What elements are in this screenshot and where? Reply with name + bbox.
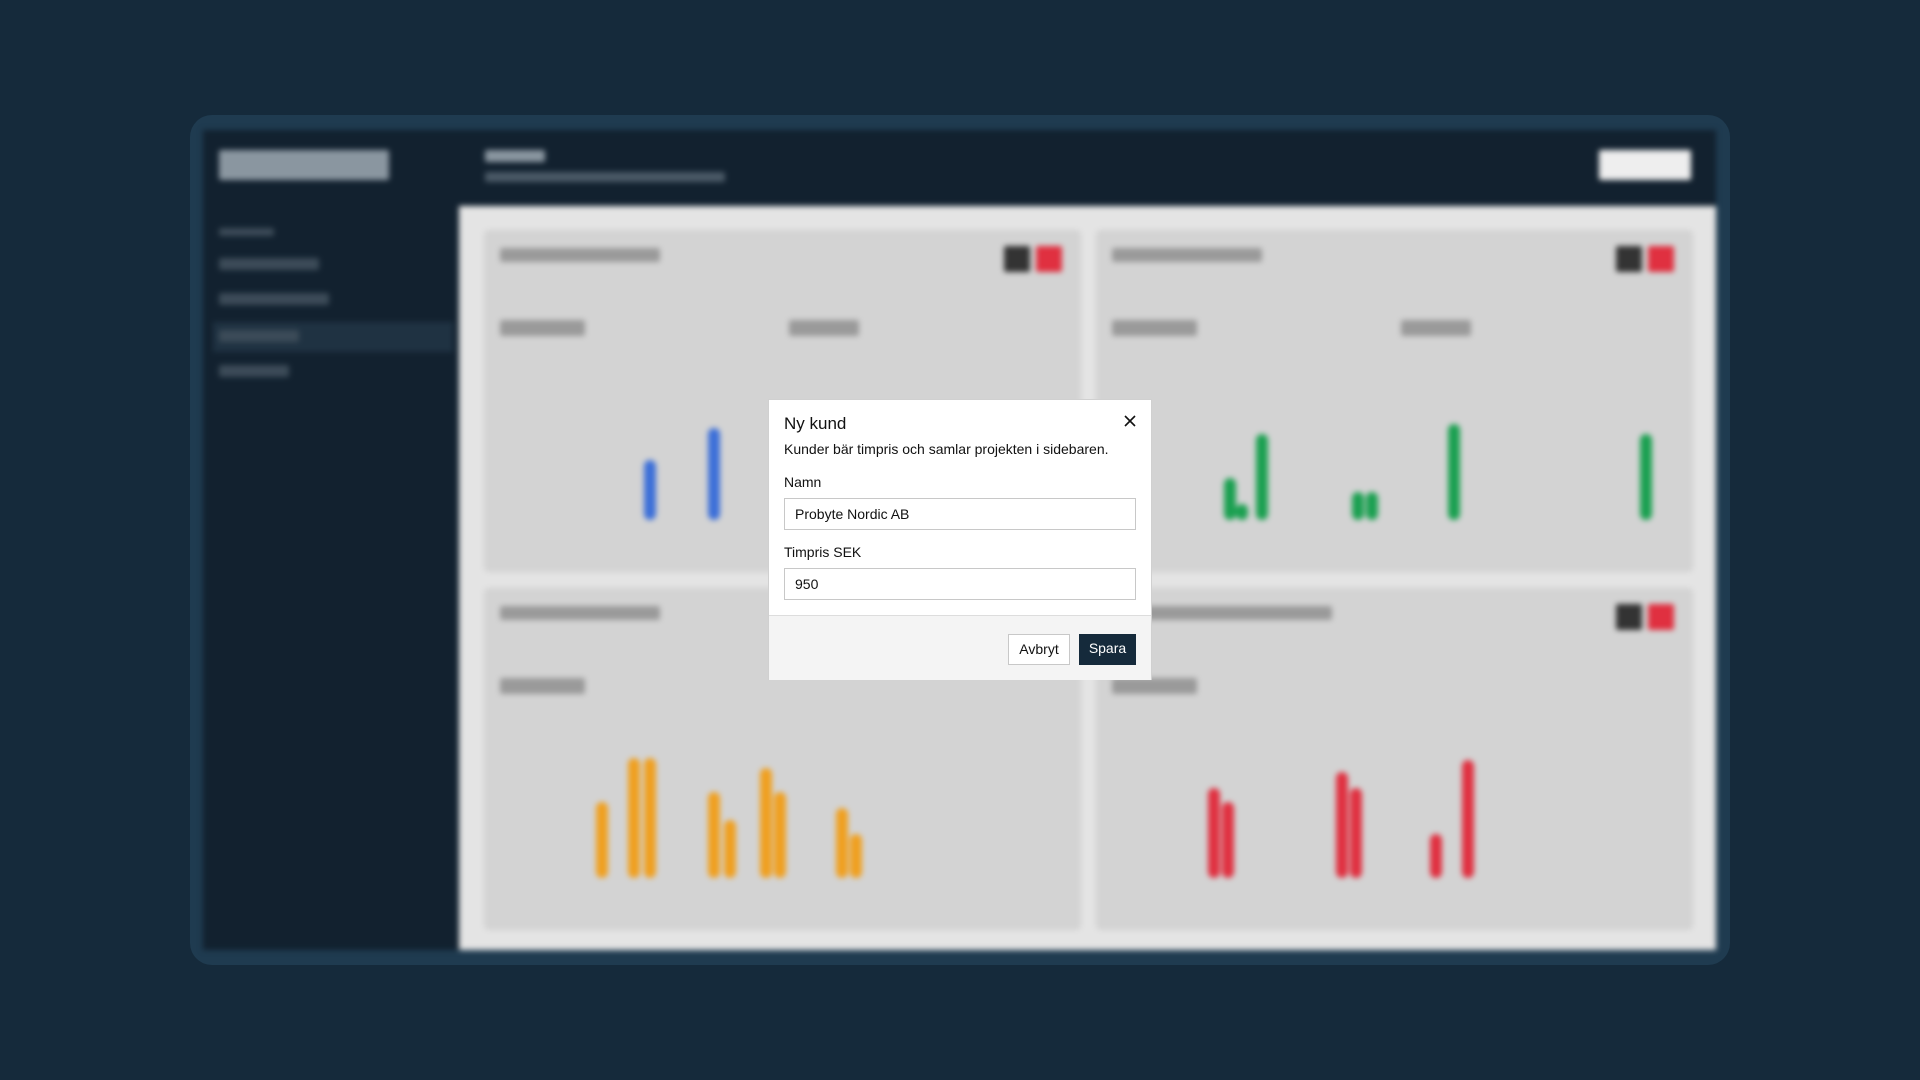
blurred-bar — [644, 460, 656, 520]
blurred-block — [1599, 150, 1691, 180]
blurred-block — [1648, 604, 1674, 630]
blurred-bar — [1448, 424, 1460, 520]
modal-dialog: Ny kund Kunder bär timpris och samlar pr… — [768, 399, 1152, 680]
blurred-bar — [1462, 760, 1474, 878]
blurred-block — [219, 150, 389, 180]
modal-description: Kunder bär timpris och samlar projekten … — [784, 441, 1109, 457]
blurred-block — [1401, 320, 1471, 336]
modal-footer: Avbryt Spara — [769, 615, 1151, 680]
blurred-bar — [1352, 492, 1364, 520]
blurred-bar — [836, 808, 848, 878]
sidebar — [203, 130, 459, 950]
blurred-block — [500, 678, 585, 694]
blurred-block — [219, 365, 289, 377]
blurred-bar — [1224, 478, 1236, 520]
blurred-block — [500, 320, 585, 336]
text-input[interactable]: Probyte Nordic AB — [784, 498, 1136, 530]
blurred-bar — [1336, 772, 1348, 878]
blurred-block — [1096, 230, 1693, 572]
blurred-bar — [1256, 434, 1268, 520]
blurred-bar — [850, 834, 862, 878]
blurred-block — [1616, 604, 1642, 630]
blurred-block — [219, 228, 274, 236]
blurred-block — [1648, 246, 1674, 272]
modal-title: Ny kund — [784, 414, 847, 433]
blurred-bar — [1208, 788, 1220, 878]
blurred-bar — [760, 768, 772, 878]
blurred-bar — [708, 428, 720, 520]
blurred-block — [1616, 246, 1642, 272]
blurred-block — [789, 320, 859, 336]
blurred-block — [1004, 246, 1030, 272]
blurred-bar — [1366, 492, 1378, 520]
cancel-button[interactable]: Avbryt — [1008, 634, 1070, 665]
blurred-block — [1112, 606, 1332, 620]
blurred-bar — [774, 792, 786, 878]
blurred-block — [1096, 588, 1693, 930]
blurred-block — [219, 258, 319, 270]
save-button[interactable]: Spara — [1079, 634, 1136, 665]
blurred-bar — [708, 792, 720, 878]
blurred-block — [1112, 320, 1197, 336]
blurred-bar — [1222, 802, 1234, 878]
blurred-block — [1112, 248, 1262, 262]
blurred-bar — [1350, 788, 1362, 878]
field-label: Timpris SEK — [784, 544, 862, 560]
blurred-bar — [1430, 834, 1442, 878]
blurred-block — [500, 248, 660, 262]
blurred-block — [500, 606, 660, 620]
blurred-block — [485, 172, 725, 182]
blurred-block — [485, 150, 545, 162]
field-label: Namn — [784, 474, 822, 490]
blurred-block — [1112, 678, 1197, 694]
blurred-bar — [644, 758, 656, 878]
blurred-bar — [596, 802, 608, 878]
blurred-bar — [628, 758, 640, 878]
blurred-bar — [1640, 434, 1652, 520]
header — [459, 130, 1716, 206]
blurred-block — [219, 293, 329, 305]
blurred-bar — [1236, 504, 1248, 520]
blurred-block — [1036, 246, 1062, 272]
close-button[interactable] — [1121, 412, 1139, 430]
blurred-block — [219, 330, 299, 342]
blurred-bar — [724, 820, 736, 878]
text-input[interactable]: 950 — [784, 568, 1136, 600]
